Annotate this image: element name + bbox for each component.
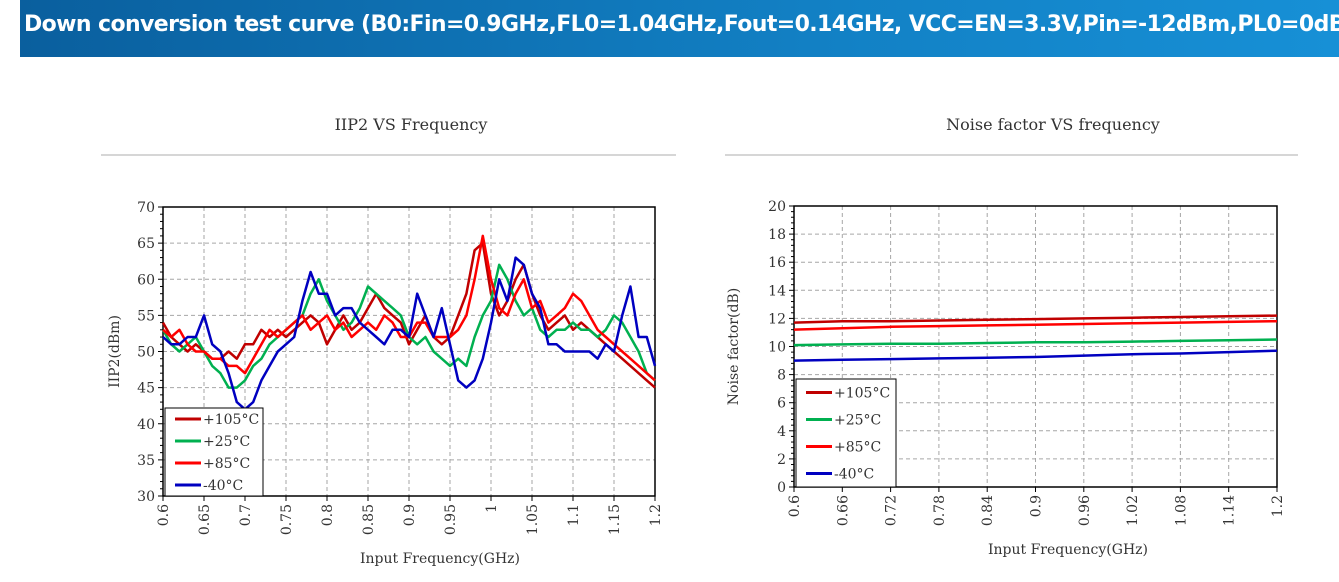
x-tick-label: 0.75 [279,504,295,535]
y-tick-label: 18 [768,227,786,243]
series-line-105c [793,314,1278,324]
y-tick-label: 14 [768,283,786,299]
x-tick-label: 0.84 [980,495,996,526]
y-tick-label: 20 [768,199,786,215]
legend-label: +105°C [203,412,259,428]
x-tick-label: 0.6 [156,504,172,526]
y-tick-label: 60 [137,272,155,288]
iip2-chart: IIP2 VS Frequency 0.6 0.65 0.7 0.75 0.8 0.85 0.… [101,115,676,567]
y-tick-label: 50 [137,345,155,361]
series-line-105c [161,241,656,389]
y-tick-label: 4 [777,424,786,440]
x-tick-label: 1.15 [607,504,623,535]
x-tick-label: 1.2 [1270,495,1286,517]
legend-label: +105°C [834,386,890,402]
x-tick-label: 0.9 [402,504,418,526]
legend-label: -40°C [834,467,874,483]
legend-box [795,378,897,488]
y-tick-label: 2 [777,452,786,468]
y-tick-label: 55 [137,308,155,324]
noise-factor-chart: Noise factor VS frequency 0.6 0.66 0.72 0.78… [725,115,1298,558]
x-tick-label: 0.78 [932,495,948,526]
y-tick-label: 12 [768,311,786,327]
y-tick-label: 10 [768,340,786,356]
x-tick-label: 0.8 [320,504,336,526]
series-line-40c [793,349,1278,362]
x-tick-label: 1.14 [1222,495,1238,526]
x-tick-label: 1 [484,504,500,513]
x-tick-label: 0.7 [238,504,254,526]
header-banner: Down conversion test curve (B0:Fin=0.9GH… [20,0,1339,57]
x-tick-label: 0.66 [835,495,851,526]
x-tick-label: 1.2 [648,504,664,526]
y-tick-label: 6 [777,396,786,412]
x-tick-label: 1.1 [566,504,582,526]
y-axis-label: Noise factor(dB) [726,288,742,405]
legend-label: +85°C [203,456,250,472]
x-tick-label: 0.85 [361,504,377,535]
x-tick-label: 0.65 [197,504,213,535]
page-title: Down conversion test curve (B0:Fin=0.9GH… [24,12,1339,37]
x-axis-label: Input Frequency(GHz) [360,551,520,567]
series-line-25c [793,338,1278,347]
x-tick-label: 0.96 [1077,495,1093,526]
y-tick-label: 0 [777,480,786,496]
y-axis-label: IIP2(dBm) [107,315,123,388]
x-tick-label: 1.08 [1173,495,1189,526]
x-tick-label: 1.02 [1125,495,1141,526]
x-tick-label: 1.05 [525,504,541,535]
legend-label: -40°C [203,478,243,494]
legend-label: +25°C [203,434,250,450]
y-tick-label: 70 [137,200,155,216]
x-tick-label: 0.72 [884,495,900,526]
legend-label: +25°C [834,413,881,429]
legend-box [164,407,264,497]
legend-label: +85°C [834,440,881,456]
x-axis-label: Input Frequency(GHz) [988,542,1148,558]
chart-title: Noise factor VS frequency [946,115,1160,134]
x-tick-label: 0.6 [787,495,803,517]
y-tick-label: 65 [137,236,155,252]
chart-title: IIP2 VS Frequency [335,115,488,134]
x-tick-label: 0.9 [1029,495,1045,517]
y-tick-label: 16 [768,255,786,271]
series-line-85c [793,319,1278,331]
y-tick-label: 40 [137,417,155,433]
x-tick-label: 0.95 [443,504,459,535]
y-tick-label: 30 [137,489,155,505]
y-tick-label: 35 [137,453,155,469]
y-tick-label: 45 [137,381,155,397]
y-tick-label: 8 [777,368,786,384]
